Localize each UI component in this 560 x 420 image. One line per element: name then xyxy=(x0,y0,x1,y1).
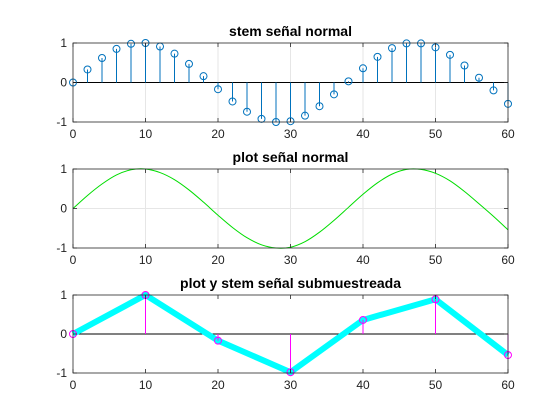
x-tick-label: 60 xyxy=(501,378,515,392)
x-tick-label: 0 xyxy=(70,253,77,267)
x-tick-label: 40 xyxy=(356,127,370,141)
x-tick-label: 20 xyxy=(211,253,225,267)
y-tick-label: 0 xyxy=(60,76,67,90)
x-tick-label: 50 xyxy=(429,378,443,392)
y-tick-label: 0 xyxy=(60,202,67,216)
x-tick-label: 30 xyxy=(284,253,298,267)
y-tick-label: 0 xyxy=(60,327,67,341)
x-tick-label: 10 xyxy=(139,127,153,141)
x-tick-label: 0 xyxy=(70,127,77,141)
y-tick-label: 1 xyxy=(60,288,67,302)
y-tick-label: 1 xyxy=(60,162,67,176)
y-tick-label: -1 xyxy=(56,366,67,380)
subplot-title: stem señal normal xyxy=(229,23,352,39)
x-tick-label: 10 xyxy=(139,253,153,267)
x-tick-label: 50 xyxy=(429,127,443,141)
y-tick-label: -1 xyxy=(56,241,67,255)
y-tick-label: -1 xyxy=(56,115,67,129)
x-tick-label: 0 xyxy=(70,378,77,392)
x-tick-label: 60 xyxy=(501,253,515,267)
x-tick-label: 20 xyxy=(211,378,225,392)
x-tick-label: 10 xyxy=(139,378,153,392)
x-tick-label: 30 xyxy=(284,127,298,141)
y-tick-label: 1 xyxy=(60,36,67,50)
x-tick-label: 40 xyxy=(356,378,370,392)
subplot-title: plot y stem señal submuestreada xyxy=(180,275,401,291)
x-tick-label: 20 xyxy=(211,127,225,141)
x-tick-label: 60 xyxy=(501,127,515,141)
x-tick-label: 30 xyxy=(284,378,298,392)
x-tick-label: 40 xyxy=(356,253,370,267)
subplot-title: plot señal normal xyxy=(233,149,349,165)
x-tick-label: 50 xyxy=(429,253,443,267)
